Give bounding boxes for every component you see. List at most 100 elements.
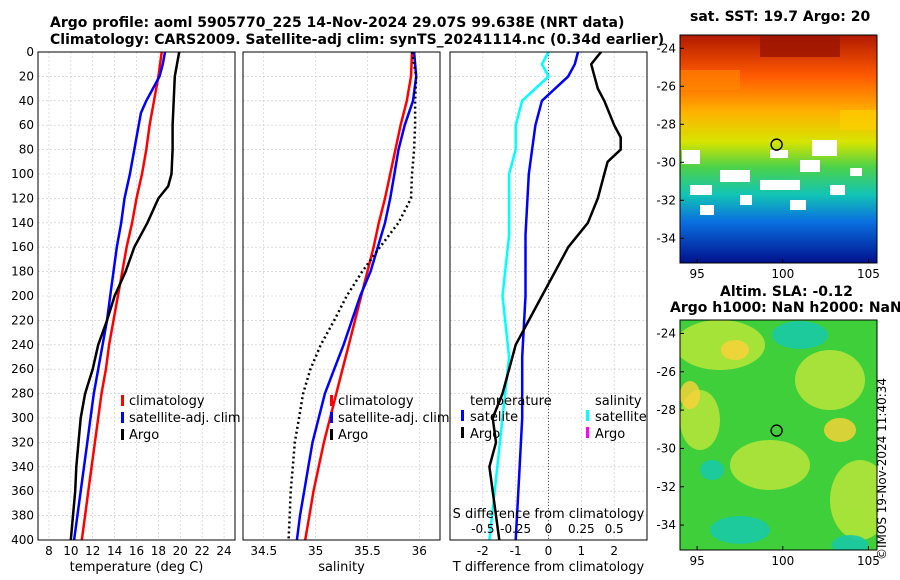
difference-xlabel-top: S difference from climatology [453,507,645,522]
legend-salinity-title: salinity [595,394,642,409]
difference-xtick-label: 0 [545,544,553,558]
legend-temperature-title: temperature [470,394,552,409]
depth-tick-label: 320 [11,435,34,449]
salinity-legend-entry: climatology [338,394,414,409]
sst-map-xtick-label: 95 [689,267,704,281]
salinity-xtick-label: 35 [308,544,323,558]
temperature-legend-entry: satellite-adj. clim [129,411,241,426]
difference-xlabel: T difference from climatology [452,560,645,575]
salinity-series-argo [287,51,418,541]
sla-map-ytick-label: -34 [656,518,676,532]
depth-tick-label: 380 [11,509,34,523]
difference-frame [449,51,648,541]
sst-map-frame [679,34,878,264]
temperature-xtick-label: 22 [195,544,210,558]
salinity-xtick-label: 35.5 [354,544,381,558]
temperature-xtick-label: 18 [151,544,166,558]
sla-map-ytick-label: -30 [656,441,676,455]
temperature-xtick-label: 14 [107,544,122,558]
difference-s-tick-label: 0.5 [605,522,624,536]
salinity-legend-entry: satellite-adj. clim [338,411,450,426]
depth-tick-label: 280 [11,387,34,401]
depth-tick-label: 400 [11,533,34,547]
sst-map-xtick-label: 105 [857,267,880,281]
sst-map-xtick-label: 100 [771,267,794,281]
sst-map-ytick-label: -24 [656,41,676,55]
sla-map-xtick-label: 100 [771,554,794,568]
depth-tick-label: 240 [11,338,34,352]
difference-xtick-label: -1 [510,544,522,558]
temperature-xtick-label: 8 [45,544,53,558]
depth-tick-label: 360 [11,484,34,498]
difference-series-t-argo [488,51,622,541]
difference-series-t-satellite [514,51,580,541]
temperature-series-argo [69,51,181,541]
salinity-legend-entry: Argo [338,428,368,443]
temperature-xtick-label: 16 [129,544,144,558]
legend-s-swatch [586,427,589,438]
temperature-series-satellite-adj-clim [72,51,167,541]
salinity-legend-swatch [330,412,333,423]
temperature-legend-entry: Argo [129,428,159,443]
difference-s-tick-label: -0.25 [500,522,531,536]
salinity-series-satellite-adj-clim [295,51,418,541]
salinity-legend-swatch [330,429,333,440]
depth-tick-label: 80 [19,143,34,157]
depth-tick-label: 200 [11,289,34,303]
salinity-legend-swatch [330,395,333,406]
sst-map-image [680,35,877,263]
sla-map-argo-marker [770,424,783,437]
sst-map-argo-marker [770,138,783,151]
difference-xtick-label: 1 [578,544,586,558]
sla-map-title: Altim. SLA: -0.12 [720,284,853,300]
depth-tick-label: 20 [19,69,34,83]
depth-tick-label: 40 [19,94,34,108]
temperature-legend-entry: climatology [129,394,205,409]
depth-tick-label: 260 [11,362,34,376]
sla-map-ytick-label: -32 [656,480,676,494]
difference-s-tick-label: -0.5 [471,522,494,536]
depth-tick-label: 180 [11,265,34,279]
legend-t-swatch [461,410,464,421]
temperature-series-climatology [80,51,163,541]
salinity-xtick-label: 34.5 [250,544,277,558]
temperature-xtick-label: 20 [173,544,188,558]
depth-tick-label: 60 [19,118,34,132]
depth-tick-label: 220 [11,313,34,327]
salinity-xtick-label: 36 [412,544,427,558]
temperature-xtick-label: 24 [216,544,231,558]
title-line-2: Climatology: CARS2009. Satellite-adj cli… [50,32,665,48]
sst-map-ytick-label: -26 [656,79,676,93]
temperature-legend-swatch [121,429,124,440]
sla-map-xtick-label: 105 [857,554,880,568]
temperature-legend-swatch [121,395,124,406]
difference-xtick-label: -2 [477,544,489,558]
difference-s-tick-label: 0.25 [568,522,595,536]
temperature-xtick-label: 12 [85,544,100,558]
legend-t-swatch [461,427,464,438]
legend-s-entry: Argo [595,427,625,442]
sst-map-ytick-label: -32 [656,193,676,207]
title-line-1: Argo profile: aoml 5905770_225 14-Nov-20… [50,15,625,31]
legend-t-entry: Argo [470,427,500,442]
salinity-xlabel: salinity [318,560,365,575]
legend-s-swatch [586,410,589,421]
depth-tick-label: 120 [11,191,34,205]
sla-map-ytick-label: -28 [656,403,676,417]
sst-map-ytick-label: -28 [656,117,676,131]
difference-xtick-label: 2 [610,544,618,558]
salinity-frame [242,51,441,541]
sla-map-ytick-label: -26 [656,365,676,379]
sla-map-xtick-label: 95 [689,554,704,568]
depth-tick-label: 100 [11,167,34,181]
sst-map-ytick-label: -34 [656,231,676,245]
difference-s-tick-label: 0 [545,522,553,536]
sla-map-ytick-label: -24 [656,326,676,340]
depth-tick-label: 340 [11,460,34,474]
sst-map-title: sat. SST: 19.7 Argo: 20 [690,9,871,25]
sla-map-image [680,320,877,550]
temperature-xtick-label: 10 [63,544,78,558]
legend-t-entry: satelite [470,410,518,425]
sst-map-ytick-label: -30 [656,155,676,169]
legend-s-entry: satellite [595,410,647,425]
